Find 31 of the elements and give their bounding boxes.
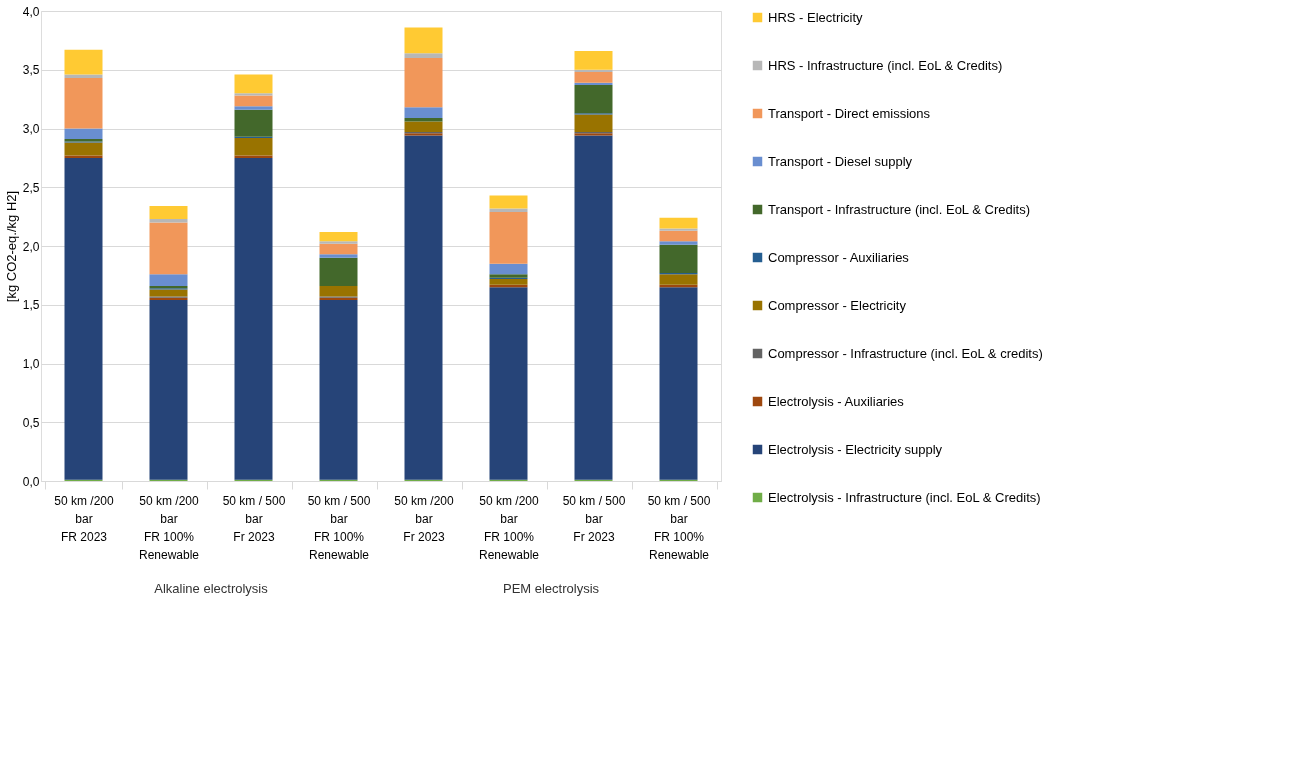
legend-label: Compressor - Infrastructure (incl. EoL & credits) [768,345,1043,361]
y-tick-label: 1,5 [22,298,40,313]
x-tick-label: 50 km / 500 bar FR 100% Renewable [647,493,711,562]
x-tick-label: 50 km /200 bar Fr 2023 [394,493,455,544]
y-axis-title: [kg CO2-eq./kg H2] [3,190,19,303]
y-tick-label: 4,0 [22,4,40,19]
legend-label: HRS - Electricity [768,9,864,25]
text: PEM electrolysis [502,581,600,596]
legend-label: Electrolysis - Electricity supply [768,441,943,457]
legend-label: Transport - Direct emissions [768,105,931,121]
legend-label: Compressor - Electricity [768,297,907,313]
legend-label: Transport - Infrastructure (incl. EoL & Credits) [768,201,1031,217]
legend-label: HRS - Infrastructure (incl. EoL & Credits) [768,57,1003,73]
legend-label: Electrolysis - Auxiliaries [768,393,905,409]
y-tick-label: 3,0 [22,122,40,136]
y-tick-label: 3,5 [22,63,40,78]
x-tick-label: 50 km /200 bar FR 100% Renewable [138,493,200,562]
legend-label: Electrolysis - Infrastructure (incl. EoL & Credits) [768,489,1041,505]
x-tick-label: 50 km / 500 bar FR 100% Renewable [307,493,371,562]
legend-label: Transport - Diesel supply [768,153,913,169]
x-tick-label: 50 km / 500 bar Fr 2023 [562,493,626,544]
y-tick-label: 1,0 [22,357,40,371]
x-tick-label: 50 km /200 bar FR 100% Renewable [478,493,540,562]
y-tick-label: 0,5 [22,415,40,430]
x-tick-label: 50 km / 500 bar Fr 2023 [222,493,286,544]
y-tick-label: 0,0 [22,474,40,489]
y-tick-label: 2,0 [22,239,40,254]
y-tick-label: 2,5 [22,180,40,195]
x-tick-label: 50 km /200 bar FR 2023 [54,493,115,544]
text: Alkaline electrolysis [154,581,269,596]
legend-label: Compressor - Auxiliaries [768,249,910,265]
